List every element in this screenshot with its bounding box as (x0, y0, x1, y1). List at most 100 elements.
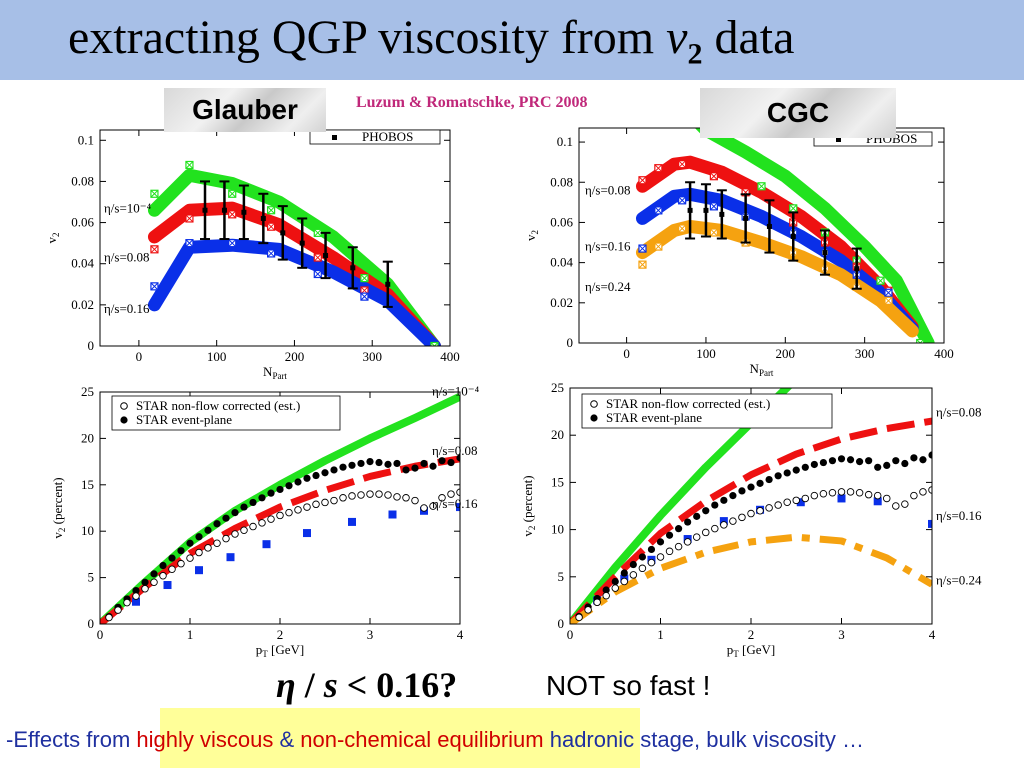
star-event-plane-point (357, 459, 365, 468)
marker-orange-cross (639, 261, 646, 268)
y-tick-label: 25 (551, 380, 564, 395)
star-nonflow-point (783, 498, 791, 506)
chart-glauber-npart: 0 100 200 300 400 0 0.02 0.04 0.06 0.08 0.1 NPart v2… (44, 129, 460, 381)
star-nonflow-point (756, 506, 764, 515)
marker-red-cross (710, 172, 718, 180)
phobos-point (790, 234, 796, 240)
star-nonflow-point (873, 491, 882, 500)
marker-orange-cross (710, 229, 718, 236)
star-nonflow-point (892, 502, 900, 510)
y-tick-label: 0.08 (71, 173, 94, 188)
y-axis-label-unit: (percent) (520, 475, 535, 525)
star-event-plane-point (186, 539, 194, 547)
y-tick-label: 0.1 (78, 132, 94, 147)
series-blue-square (456, 503, 460, 512)
legend-box (581, 393, 833, 429)
star-nonflow-point (629, 571, 638, 579)
y-tick-label: 15 (551, 474, 564, 489)
star-nonflow-point (774, 501, 782, 509)
star-event-plane-point (267, 489, 275, 497)
star-nonflow-point (339, 494, 347, 502)
series-blue-square (132, 597, 140, 606)
star-nonflow-point (919, 488, 927, 496)
series-blue-square (348, 517, 356, 526)
star-event-plane-point (702, 507, 710, 515)
star-event-plane-point (330, 466, 338, 474)
star-event-plane-point (456, 454, 460, 462)
star-event-plane-point (321, 469, 329, 477)
star-event-plane-point (602, 586, 610, 594)
y-tick-label: 10 (81, 523, 94, 538)
x-tick-label: 400 (934, 346, 954, 361)
legend-phobos-marker (836, 137, 841, 142)
star-nonflow-point (141, 584, 149, 593)
star-nonflow-point (801, 494, 810, 503)
star-event-plane-point (132, 586, 140, 595)
legend-box (111, 395, 341, 431)
reference-citation: Luzum & Romatschke, PRC 2008 (356, 94, 588, 111)
title-variable: v (666, 11, 688, 64)
y-axis-label-main: v (523, 234, 538, 241)
star-nonflow-point (402, 494, 410, 502)
star-event-plane-point (411, 464, 419, 472)
series-label-blue: η/s=0.16 (432, 496, 478, 511)
y-axis-label-sub: 2 (530, 230, 540, 235)
marker-red-cross (151, 245, 158, 253)
marker-red-cross (639, 176, 646, 184)
star-event-plane-point (837, 455, 846, 463)
x-tick-label: 2 (748, 627, 755, 642)
x-tick-label: 0 (97, 627, 104, 642)
series-blue-square (303, 529, 311, 538)
effects-prefix: -Effects from (6, 727, 137, 752)
marker-green-cross (186, 161, 193, 169)
marker-blue-cross (678, 196, 686, 204)
star-nonflow-point (901, 500, 909, 508)
legend-nonflow-label: STAR non-flow corrected (est.) (606, 396, 770, 411)
star-event-plane-point (919, 456, 927, 464)
star-nonflow-point (366, 490, 374, 498)
star-nonflow-point (303, 503, 311, 511)
star-event-plane-point (384, 460, 392, 468)
star-event-plane-point (177, 547, 185, 555)
star-event-plane-point (620, 569, 628, 577)
marker-blue-cross (361, 293, 368, 300)
y-axis-label-sub: 2 (51, 233, 61, 238)
y-axis-label-main: v (44, 237, 59, 244)
star-event-plane-point (928, 451, 932, 459)
x-axis-label-sub: T (262, 649, 268, 659)
star-event-plane-point (339, 463, 347, 471)
plot-area (100, 393, 460, 624)
x-axis-label: pT [GeV] (727, 642, 775, 659)
star-nonflow-point (846, 488, 855, 496)
star-nonflow-point (647, 558, 656, 567)
marker-green (916, 338, 925, 343)
star-event-plane-point (195, 533, 203, 541)
star-nonflow-point (665, 547, 674, 556)
star-nonflow-point (720, 521, 728, 529)
star-event-plane-point (629, 560, 637, 569)
y-tick-label: 0.02 (550, 295, 573, 310)
x-tick-label: 4 (929, 627, 936, 642)
legend-phobos-marker (332, 135, 337, 140)
y-tick-label: 0.04 (550, 255, 573, 270)
phobos-point (703, 207, 709, 213)
star-nonflow-point (602, 591, 610, 600)
star-event-plane-point (684, 518, 692, 526)
x-tick-label: 0 (623, 346, 630, 361)
y-axis-label-sub: 2 (57, 528, 67, 533)
phobos-point (299, 240, 305, 246)
star-nonflow-point (312, 500, 320, 509)
series-blue-square (388, 510, 397, 519)
star-event-plane-point (611, 577, 619, 586)
x-tick-label: 300 (362, 349, 382, 364)
y-axis-label: v2 (523, 230, 540, 241)
y-tick-label: 20 (81, 430, 94, 445)
series-blue-square (195, 566, 203, 575)
star-event-plane-point (693, 512, 701, 520)
effects-line: -Effects from highly viscous & non-chemi… (6, 727, 864, 753)
star-event-plane-point (303, 474, 311, 482)
star-nonflow-point (249, 522, 257, 531)
series-label-red: η/s=0.08 (585, 182, 631, 197)
star-nonflow-point (747, 509, 755, 518)
